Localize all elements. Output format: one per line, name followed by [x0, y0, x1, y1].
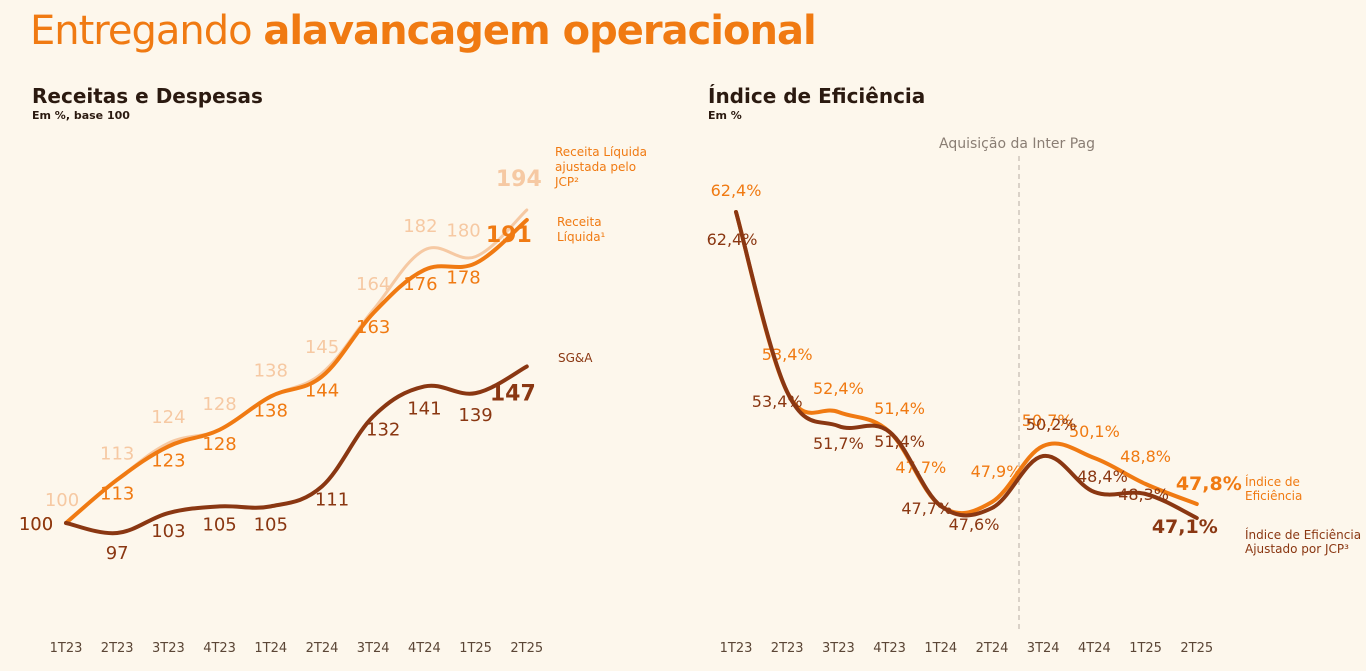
data-label: 128	[202, 434, 236, 455]
data-label: 105	[202, 514, 236, 535]
series-line-2	[64, 217, 529, 525]
data-label: 113	[100, 484, 134, 505]
data-label: 128	[202, 394, 236, 415]
data-label: 138	[254, 400, 288, 421]
legend-label: SG&A	[558, 351, 593, 365]
x-tick-label: 2T25	[510, 641, 544, 656]
x-tick-label: 3T23	[152, 641, 185, 656]
series-line-2	[734, 210, 1199, 520]
data-label: 178	[446, 267, 480, 288]
data-label: 138	[254, 360, 288, 381]
data-label: 47,7%	[895, 458, 946, 477]
data-label: 103	[151, 521, 185, 542]
x-tick-label: 1T25	[1129, 641, 1162, 656]
data-label: 139	[458, 405, 492, 426]
data-label: 51,4%	[874, 432, 925, 451]
left-chart-title: Receitas e Despesas	[32, 84, 263, 108]
data-label: 164	[356, 274, 390, 295]
legend-label: Receita Líquida ajustada pelo	[555, 145, 647, 174]
data-label: 47,1%	[1152, 516, 1218, 538]
right-chart-subtitle: Em %	[708, 109, 742, 122]
data-label: 53,4%	[752, 392, 803, 411]
x-tick-label: 1T25	[459, 641, 492, 656]
data-label: 180	[446, 221, 480, 242]
x-tick-label: 1T23	[49, 641, 83, 656]
data-label: 105	[254, 514, 288, 535]
data-label: 163	[356, 317, 390, 338]
x-tick-label: 2T23	[100, 641, 134, 656]
right-chart-title: Índice de Eficiência	[708, 84, 926, 108]
data-label: 113	[100, 444, 134, 465]
legend-label: Índice de	[1245, 474, 1300, 489]
data-label: 145	[305, 337, 339, 358]
data-label: 48,8%	[1120, 447, 1171, 466]
data-label: 100	[19, 514, 53, 535]
acquisition-annotation: Aquisição da Inter Pag	[939, 136, 1095, 152]
data-label: 97	[106, 543, 129, 564]
data-label: 50,2%	[1026, 415, 1077, 434]
x-tick-label: 2T25	[1180, 641, 1214, 656]
left-chart-subtitle: Em %, base 100	[32, 109, 130, 122]
data-label: 47,8%	[1176, 473, 1242, 495]
x-tick-label: 4T24	[1078, 641, 1111, 656]
x-tick-label: 3T23	[822, 641, 855, 656]
legend-label: Receita	[557, 215, 602, 229]
data-label: 48,3%	[1118, 485, 1169, 504]
x-tick-label: 2T24	[975, 641, 1009, 656]
x-tick-label: 1T24	[924, 641, 958, 656]
data-label: 100	[45, 490, 79, 511]
series-line-1	[64, 208, 529, 525]
data-label: 194	[496, 167, 542, 192]
x-tick-label: 4T23	[873, 641, 906, 656]
data-label: 124	[151, 407, 185, 428]
x-tick-label: 4T23	[203, 641, 236, 656]
data-label: 191	[486, 223, 532, 248]
data-label: 47,7%	[901, 499, 952, 518]
x-tick-label: 2T23	[770, 641, 804, 656]
data-label: 176	[403, 274, 437, 295]
data-label: 132	[366, 419, 400, 440]
data-label: 48,4%	[1077, 467, 1128, 486]
legend-label: Eficiência	[1245, 489, 1302, 503]
data-label: 52,4%	[813, 379, 864, 398]
data-label: 144	[305, 380, 339, 401]
data-label: 147	[490, 381, 536, 406]
data-label: 50,7%	[1022, 411, 1073, 430]
x-tick-label: 3T24	[1026, 641, 1060, 656]
series-line-3	[64, 364, 529, 536]
x-tick-label: 3T24	[356, 641, 390, 656]
legend-label: Líquida¹	[557, 230, 606, 244]
data-label: 111	[315, 489, 349, 510]
data-label: 62,4%	[711, 181, 762, 200]
data-label: 47,9%	[971, 462, 1022, 481]
page-title: Entregando alavancagem operacional	[30, 8, 817, 54]
data-label: 50,1%	[1069, 422, 1120, 441]
data-label: 51,4%	[874, 399, 925, 418]
data-label: 51,7%	[813, 434, 864, 453]
data-label: 141	[407, 398, 441, 419]
legend-label: Índice de Eficiência	[1245, 527, 1361, 542]
x-tick-label: 1T23	[719, 641, 753, 656]
legend-label: JCP²	[554, 175, 579, 189]
legend-label: Ajustado por JCP³	[1245, 542, 1349, 556]
data-label: 100	[19, 514, 53, 535]
data-label: 47,6%	[949, 515, 1000, 534]
data-label: 123	[151, 450, 185, 471]
x-tick-label: 4T24	[408, 641, 441, 656]
data-label: 182	[403, 216, 437, 237]
data-label: 62,4%	[707, 230, 758, 249]
x-tick-label: 2T24	[305, 641, 339, 656]
x-tick-label: 1T24	[254, 641, 288, 656]
